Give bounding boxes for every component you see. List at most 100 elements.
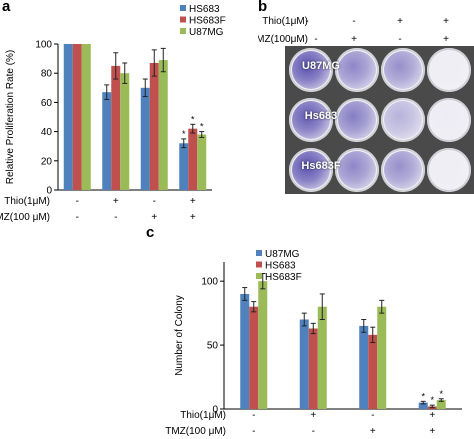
bar (317, 306, 327, 409)
significance-marker: * (421, 391, 425, 401)
bar (418, 402, 428, 409)
significance-marker: * (200, 122, 204, 132)
treatment-sign: + (190, 196, 196, 207)
row-label-tmz: TMZ(100 μM) (0, 212, 50, 223)
bar (120, 73, 130, 190)
row-label-tmz: TMZ(100 μM) (165, 426, 226, 437)
plate-header-label-tmz: TMZ(100μM) (258, 34, 308, 44)
legend-swatch (180, 5, 186, 11)
bar (377, 306, 387, 409)
plate-header-sign: - (352, 16, 355, 27)
panel-label-a: a (2, 0, 11, 15)
culture-well (335, 98, 379, 142)
legend-swatch (256, 250, 262, 256)
plate-header-label-thio: Thio(1μM) (262, 16, 308, 27)
plate-row-label: Hs683F (301, 160, 341, 172)
treatment-sign: + (113, 196, 119, 207)
culture-well (381, 48, 425, 92)
y-axis-label: Relative Proliferation Rate (%) (5, 50, 16, 185)
bar (111, 65, 121, 190)
treatment-sign: - (76, 196, 79, 207)
plate-header-sign: + (443, 34, 449, 44)
panel-label-b: b (258, 0, 268, 15)
culture-well (381, 98, 425, 142)
bar (140, 87, 150, 190)
culture-well (335, 148, 379, 192)
treatment-sign: - (371, 410, 374, 421)
legend-swatch (180, 16, 186, 23)
y-tick-label: 40 (41, 127, 53, 138)
treatment-sign: - (252, 426, 255, 437)
bar (188, 128, 198, 190)
bar (197, 134, 207, 190)
bar (158, 60, 168, 191)
plate-header-sign: - (314, 34, 317, 44)
plate-header: Thio(1μM) TMZ(100μM) - - + + - + - + (258, 16, 449, 44)
treatment-sign: - (252, 410, 255, 421)
legend-label: HS683 (189, 4, 220, 15)
plate-row-u87mg: U87MG (285, 46, 474, 94)
bar (249, 306, 259, 409)
plate-header-sign: - (398, 34, 401, 44)
culture-well (289, 148, 333, 192)
significance-marker: * (439, 389, 443, 399)
culture-well (289, 98, 333, 142)
treatment-sign: + (190, 212, 196, 223)
significance-marker: * (430, 395, 434, 405)
y-axis-label: Number of Colony (174, 295, 185, 376)
significance-marker: * (182, 129, 186, 139)
y-tick-label: 100 (201, 277, 218, 288)
legend-swatch (256, 273, 262, 279)
y-tick-label: 100 (35, 40, 52, 51)
row-label-thio: Thio(1μM) (4, 196, 50, 207)
bar (179, 143, 189, 190)
legend-label: U87MG (265, 249, 300, 260)
bar (81, 44, 91, 190)
legend-label: HS683 (265, 261, 296, 272)
culture-well (289, 48, 333, 92)
treatment-sign: + (310, 410, 316, 421)
legend-swatch (180, 28, 186, 34)
legend-label: HS683F (265, 272, 302, 283)
culture-well (427, 98, 471, 142)
y-tick-label: 20 (41, 156, 53, 167)
y-tick-label: 50 (207, 341, 219, 352)
legend-swatch (256, 261, 262, 268)
bar (359, 325, 369, 409)
row-label-thio: Thio(1μM) (180, 410, 226, 421)
treatment-sign: + (370, 426, 376, 437)
y-tick-label: 60 (41, 98, 53, 109)
colony-plate-image: U87MG Hs683 Hs683F (285, 46, 474, 194)
bar (102, 92, 112, 190)
treatment-sign: - (114, 212, 117, 223)
panel-label-c: c (146, 224, 155, 241)
legend-label: HS683F (189, 16, 226, 27)
plate-row-hs683: Hs683 (285, 96, 474, 144)
bar (299, 319, 309, 409)
culture-well (427, 148, 471, 192)
plate-row-label: U87MG (302, 60, 340, 72)
bar (149, 62, 159, 191)
significance-marker: * (191, 114, 195, 124)
bar (240, 293, 250, 409)
plate-row-hs683f: Hs683F (285, 146, 474, 194)
y-tick-label: 80 (41, 69, 53, 80)
treatment-sign: - (76, 212, 79, 223)
bar (368, 334, 378, 409)
bar (63, 44, 73, 190)
culture-well (381, 148, 425, 192)
plate-header-sign: + (397, 16, 403, 27)
bar (72, 44, 82, 190)
bar (258, 281, 268, 409)
treatment-sign: - (153, 196, 156, 207)
culture-well (427, 48, 471, 92)
treatment-sign: + (429, 410, 435, 421)
bar (308, 328, 318, 409)
y-tick-label: 0 (46, 186, 52, 197)
chart-a: 0 20 40 60 80 100 Relative Proliferation Rate … (0, 4, 226, 223)
plate-row-label: Hs683 (304, 110, 338, 122)
chart-c: 0 50 100 Number of Colony * * * Thio(1μM) TMZ(10… (165, 249, 462, 437)
legend-label: U87MG (189, 27, 224, 38)
treatment-sign: - (312, 426, 315, 437)
y-tick-label: 0 (212, 405, 218, 416)
